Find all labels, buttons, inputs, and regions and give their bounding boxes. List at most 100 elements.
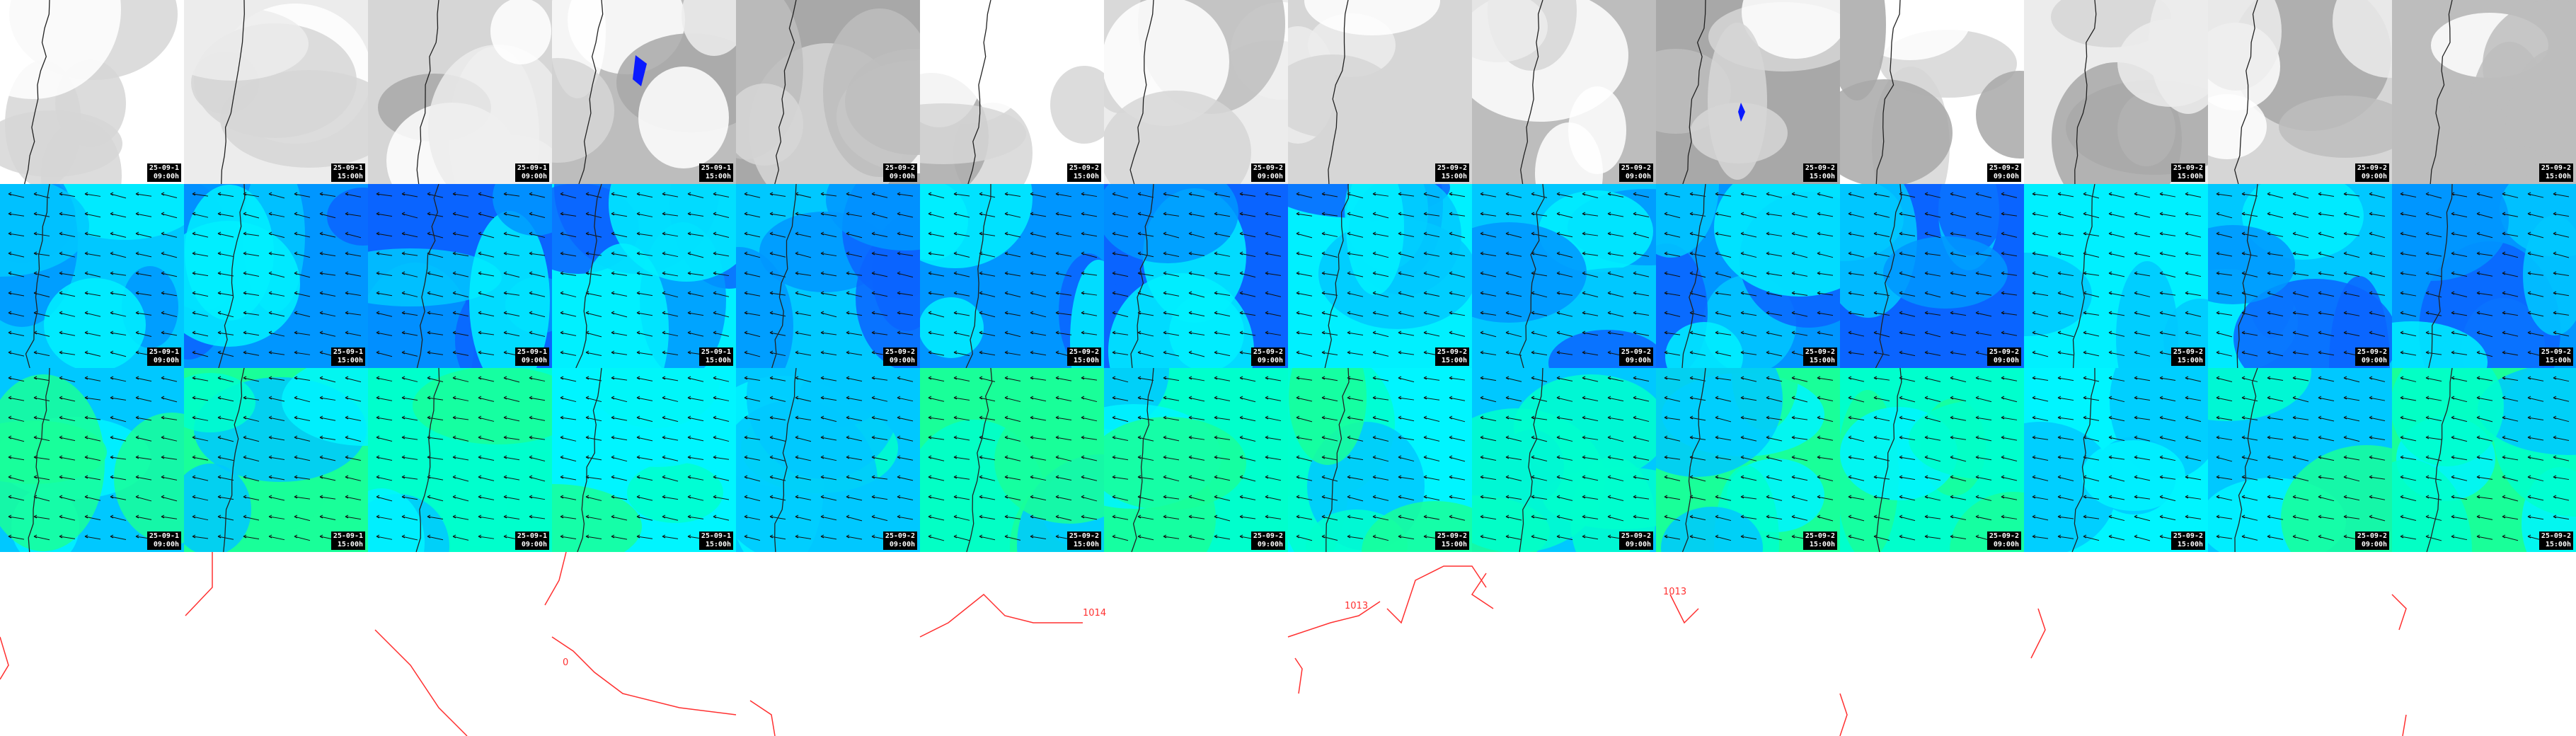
wind-arrow bbox=[1950, 251, 1967, 258]
wind-arrow bbox=[1607, 514, 1624, 522]
wind-arrow bbox=[243, 435, 260, 442]
wind-arrow bbox=[1372, 251, 1389, 258]
wind-arrow bbox=[1873, 192, 1890, 197]
coastline bbox=[1129, 0, 1154, 184]
wind-arrow bbox=[560, 251, 577, 257]
wind-arrow bbox=[452, 330, 469, 336]
wind-arrow bbox=[401, 231, 418, 238]
wind-arrow bbox=[2267, 192, 2284, 199]
wind-arrow bbox=[452, 291, 469, 298]
wind-arrow bbox=[1689, 514, 1706, 521]
wind-arrow bbox=[1163, 376, 1180, 381]
wind-arrow bbox=[1633, 231, 1650, 238]
wind-arrow bbox=[2369, 495, 2386, 500]
wind-arrow bbox=[452, 514, 469, 520]
wind-arrow bbox=[1766, 396, 1783, 402]
wind-lower-field bbox=[1472, 368, 1656, 552]
wind-arrow bbox=[8, 396, 25, 401]
wind-arrow bbox=[744, 192, 761, 198]
wind-arrow bbox=[1924, 455, 1941, 462]
timestamp-date: 25-09-2 bbox=[1253, 532, 1283, 540]
wind-arrow bbox=[687, 311, 704, 316]
wind-arrow bbox=[1372, 435, 1389, 442]
wind-arrow bbox=[217, 415, 234, 421]
wind-arrow bbox=[846, 534, 863, 540]
wind-arrow bbox=[529, 330, 546, 337]
wind-arrow bbox=[1975, 376, 1992, 382]
wind-arrow bbox=[110, 271, 127, 276]
wind-arrow bbox=[687, 396, 704, 401]
wind-arrow bbox=[503, 271, 520, 278]
wind-arrow bbox=[2451, 396, 2468, 403]
wind-arrow bbox=[769, 212, 786, 217]
wind-arrow bbox=[1531, 495, 1548, 500]
wind-arrow bbox=[1347, 514, 1364, 520]
wind-arrow bbox=[294, 251, 311, 258]
timestamp-label: 25-09-1 15:00h bbox=[330, 531, 365, 550]
wind-arrow bbox=[84, 435, 101, 442]
wind-arrow bbox=[319, 271, 336, 276]
wind-arrow bbox=[2267, 435, 2284, 440]
wind-arrow bbox=[1715, 330, 1732, 335]
wind-arrow bbox=[2425, 495, 2442, 500]
wind-arrow bbox=[1372, 212, 1389, 219]
wind-arrow bbox=[1556, 291, 1573, 296]
wind-arrow bbox=[1321, 350, 1338, 355]
wind-arrow bbox=[294, 415, 311, 422]
wind-arrow bbox=[478, 350, 495, 355]
wind-arrow bbox=[2159, 415, 2176, 422]
wind-arrow bbox=[243, 514, 260, 521]
wind-arrow bbox=[2267, 376, 2284, 381]
wind-arrow bbox=[953, 212, 970, 218]
wind-arrow bbox=[2159, 396, 2176, 402]
timestamp-label: 25-09-2 09:00h bbox=[1618, 531, 1653, 550]
wind-arrow bbox=[161, 376, 178, 382]
wind-arrow bbox=[1214, 376, 1231, 381]
wind-upper-field bbox=[184, 184, 368, 368]
wind-arrow bbox=[1265, 396, 1282, 401]
timestamp-date: 25-09-2 bbox=[1989, 348, 2019, 356]
wind-arrow bbox=[1791, 376, 1808, 382]
wind-arrow bbox=[1321, 376, 1338, 381]
wind-arrow bbox=[897, 330, 914, 335]
wind-arrow bbox=[1766, 350, 1783, 357]
wind-arrow bbox=[243, 231, 260, 236]
wind-arrow bbox=[820, 495, 837, 501]
wind-arrow bbox=[1817, 376, 1834, 381]
wind-arrow bbox=[1347, 435, 1364, 442]
wind-arrow bbox=[1137, 271, 1154, 277]
wind-arrow bbox=[1848, 251, 1865, 258]
wind-arrow bbox=[1163, 291, 1180, 297]
wind-arrow bbox=[1030, 534, 1047, 539]
wind-arrow bbox=[1004, 396, 1021, 403]
wind-arrow bbox=[1975, 231, 1992, 237]
coastline bbox=[2426, 368, 2453, 552]
cloud-panel: 25-09-2 15:00h bbox=[920, 0, 1104, 184]
wind-arrow bbox=[2400, 415, 2417, 422]
wind-arrow bbox=[1163, 192, 1180, 197]
wind-arrow bbox=[84, 271, 101, 277]
wind-arrow bbox=[401, 415, 418, 421]
wind-arrow bbox=[268, 514, 285, 519]
wind-arrow bbox=[1030, 514, 1047, 520]
wind-arrow bbox=[2001, 271, 2018, 276]
wind-arrow bbox=[953, 475, 970, 480]
wind-arrow bbox=[2451, 251, 2468, 258]
wind-arrow bbox=[2267, 251, 2284, 256]
wind-arrow bbox=[1347, 251, 1364, 256]
wind-arrow bbox=[1163, 495, 1180, 500]
wind-arrow bbox=[243, 455, 260, 462]
wind-arrow bbox=[1950, 330, 1967, 336]
timestamp-time: 15:00h bbox=[2177, 173, 2203, 180]
wind-arrow bbox=[1321, 396, 1338, 402]
wind-arrow bbox=[1239, 192, 1256, 197]
wind-arrow bbox=[2216, 415, 2233, 421]
wind-arrow bbox=[2369, 415, 2386, 422]
wind-arrow bbox=[1296, 514, 1313, 520]
wind-arrow bbox=[560, 495, 577, 500]
wind-arrow bbox=[2108, 350, 2125, 357]
wind-arrow bbox=[2134, 251, 2151, 257]
wind-arrow bbox=[744, 534, 761, 541]
wind-arrow bbox=[846, 192, 863, 198]
wind-arrow bbox=[846, 311, 863, 316]
